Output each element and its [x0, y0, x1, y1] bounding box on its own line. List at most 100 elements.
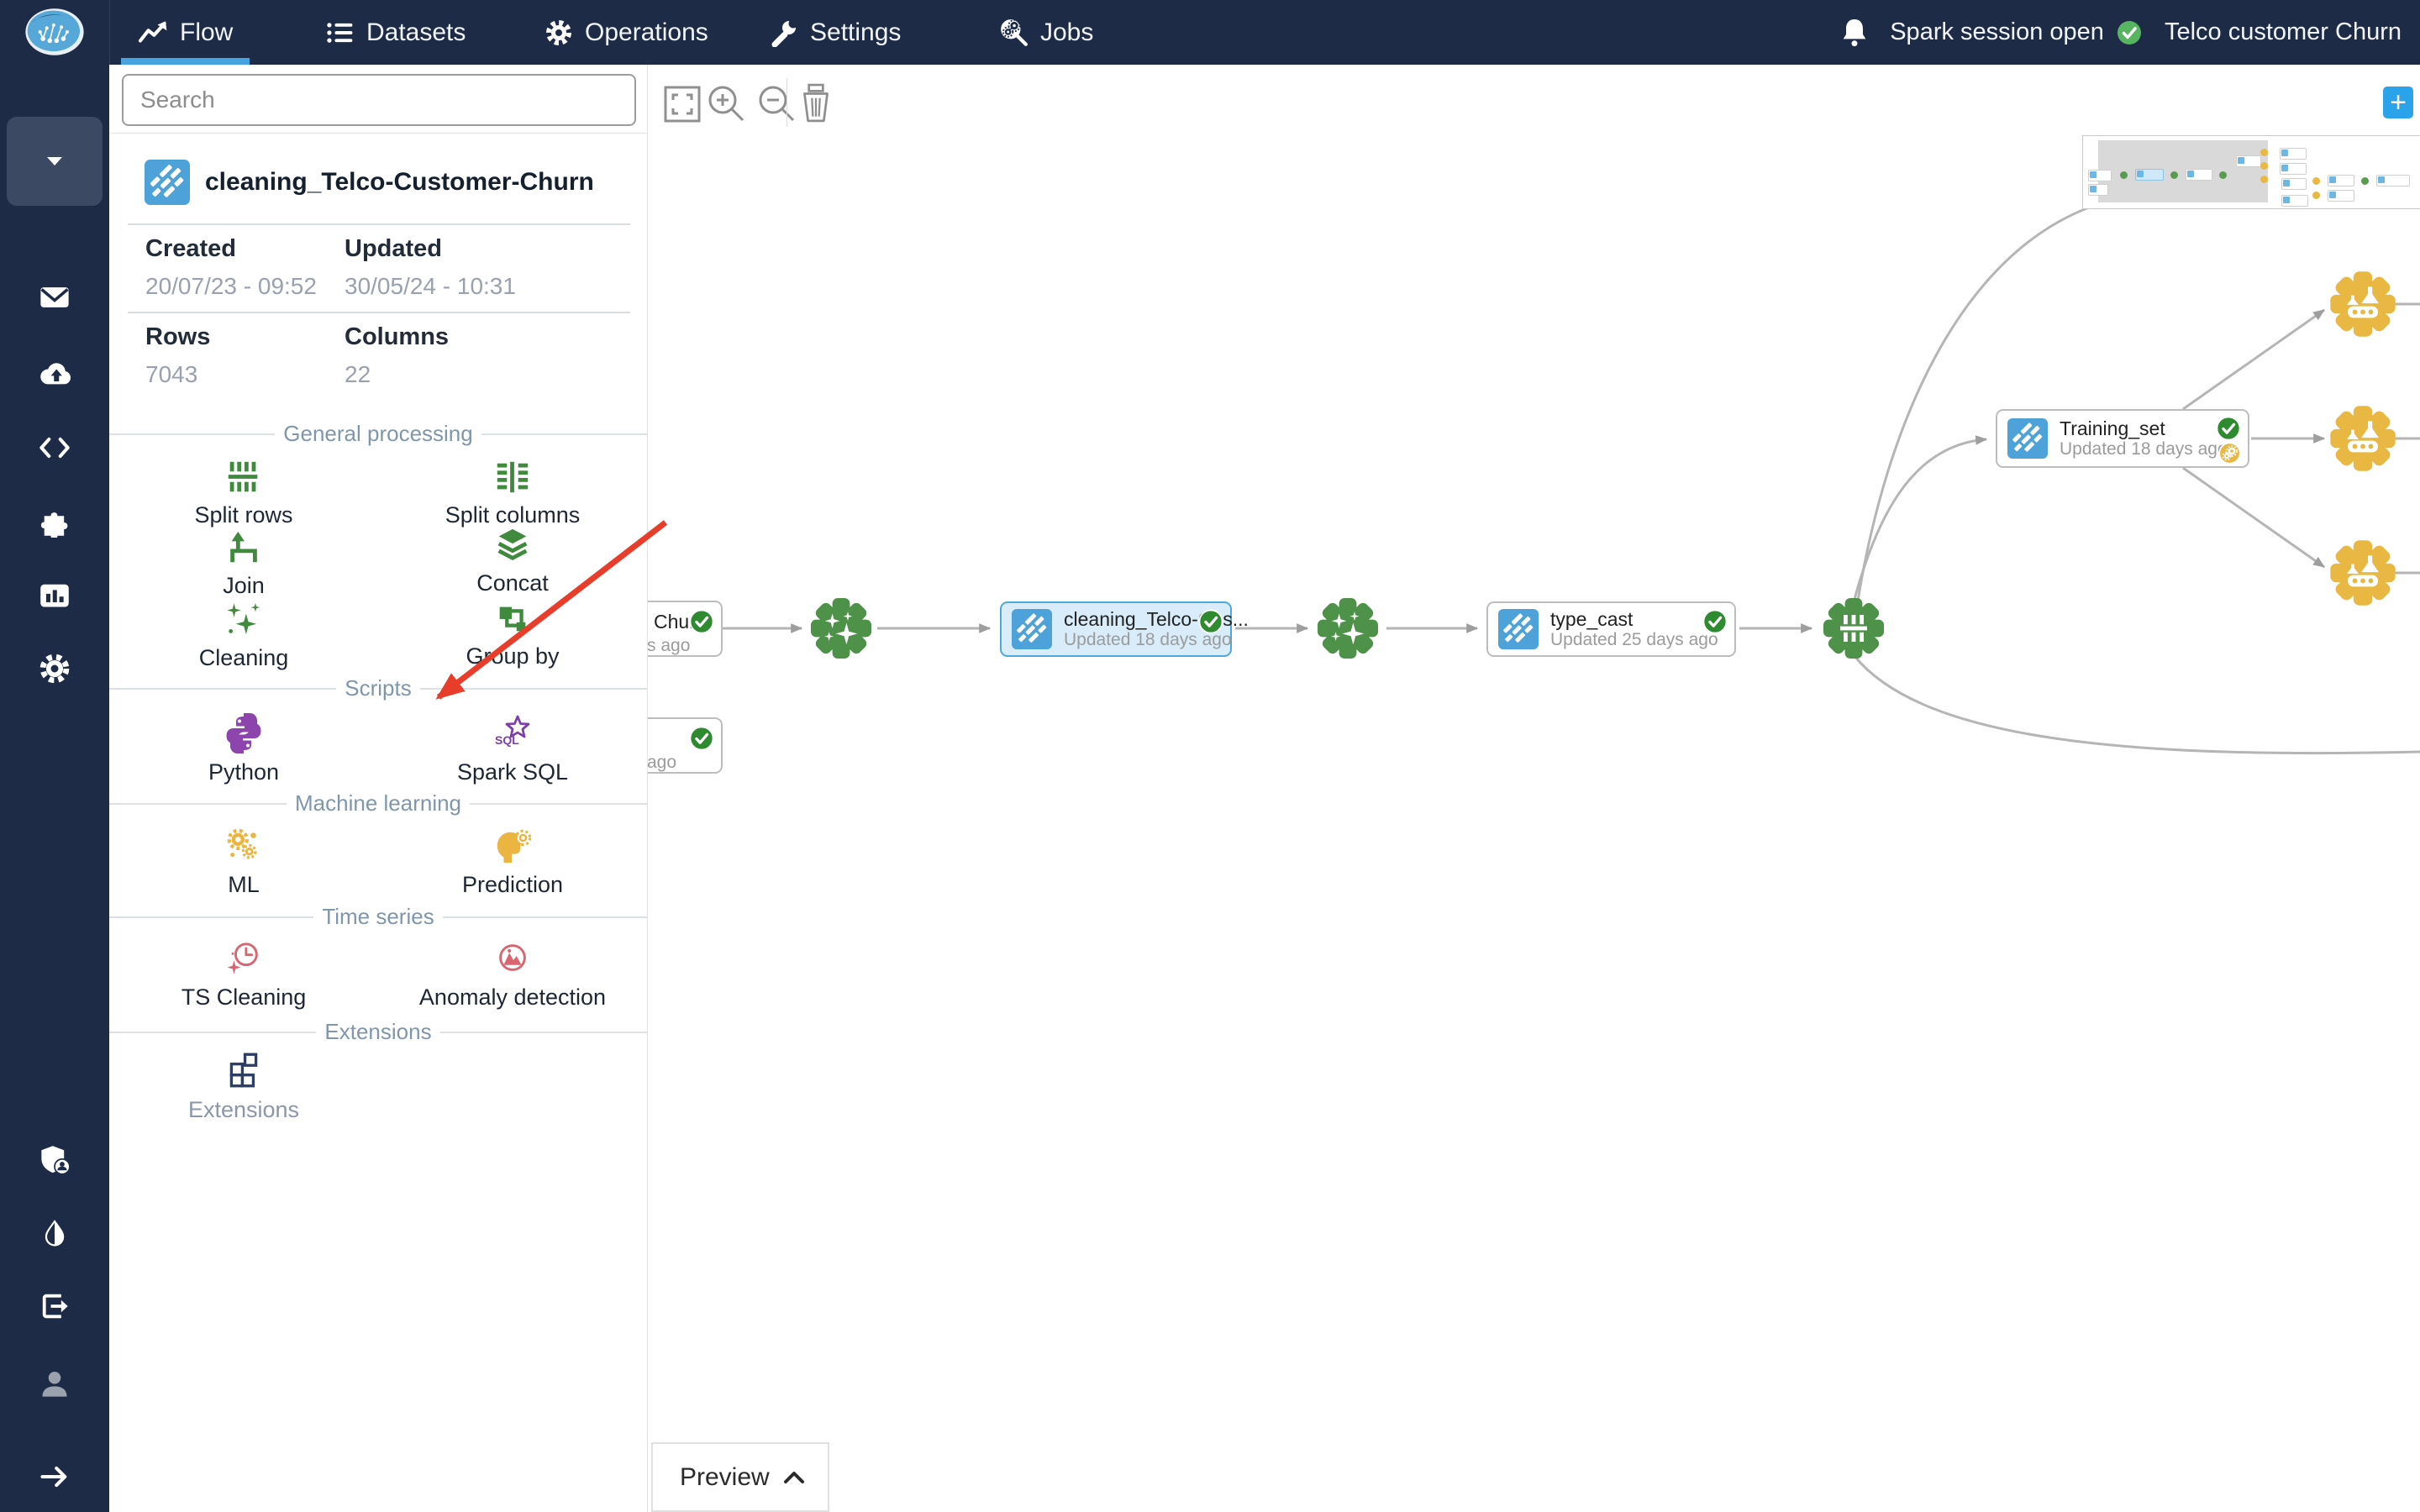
app-logo-icon[interactable]: [24, 7, 86, 57]
extensions-icon: [229, 1053, 258, 1088]
split-rows-icon: [228, 461, 258, 492]
tab-jobs[interactable]: Jobs: [998, 0, 1093, 65]
nav-right: Spark session open Telco customer Churn: [1841, 0, 2402, 65]
gear-icon[interactable]: [39, 653, 71, 685]
op-ml[interactable]: ML: [109, 827, 378, 898]
top-nav: Flow Datasets Operations Settings: [0, 0, 2420, 65]
recipe-cleaning-gear-1[interactable]: [808, 595, 875, 662]
op-concat[interactable]: Concat: [378, 526, 647, 596]
cloud-upload-icon[interactable]: [39, 357, 71, 389]
op-split-rows[interactable]: Split rows: [109, 458, 378, 528]
plugin-puzzle-icon[interactable]: [39, 506, 71, 538]
zoom-out-button[interactable]: [756, 83, 798, 125]
minimap[interactable]: [2082, 135, 2420, 209]
dataset-icon: [145, 160, 190, 205]
zoom-in-button[interactable]: [706, 83, 748, 125]
nav-separator: [109, 0, 110, 65]
flow-left-panel: cleaning_Telco-Customer-Churn Created Up…: [109, 65, 648, 1512]
preview-toggle[interactable]: Preview: [651, 1442, 829, 1512]
dataset-name: cleaning_Telco-Customer-Churn: [205, 168, 594, 196]
session-ok-icon: [2117, 20, 2141, 45]
tab-label: Operations: [585, 18, 708, 46]
check-badge: [2216, 416, 2241, 441]
divider: [128, 312, 630, 313]
jobs-icon: [1001, 18, 1028, 46]
tab-settings[interactable]: Settings: [770, 0, 901, 65]
preview-label: Preview: [680, 1462, 770, 1491]
section-scripts: Scripts: [109, 675, 647, 701]
spark-session-status[interactable]: Spark session open: [1890, 18, 2143, 46]
fit-to-screen-button[interactable]: [664, 86, 701, 123]
datasets-icon: [327, 22, 353, 43]
rows-value: 7043: [145, 361, 198, 387]
operations-icon: [546, 19, 571, 45]
minimap-recipe-dot: [2260, 162, 2268, 170]
shield-user-icon[interactable]: [39, 1144, 71, 1176]
tab-operations[interactable]: Operations: [544, 0, 708, 65]
recipe-cleaning-gear-2[interactable]: [1314, 595, 1381, 662]
op-python[interactable]: Python: [109, 713, 378, 785]
dataset-icon: [1012, 609, 1052, 649]
concat-icon: [497, 528, 528, 561]
minimap-recipe-dot: [2219, 171, 2227, 179]
bell-icon[interactable]: [1841, 18, 1868, 48]
tab-flow[interactable]: Flow: [121, 0, 250, 65]
op-split-columns[interactable]: Split columns: [378, 458, 647, 528]
delete-button[interactable]: [797, 83, 835, 123]
add-node-button[interactable]: +: [2383, 87, 2413, 118]
op-spark-sql[interactable]: SQL Spark SQL: [378, 713, 647, 785]
op-prediction[interactable]: Prediction: [378, 827, 647, 898]
op-anomaly-detection[interactable]: Anomaly detection: [378, 940, 647, 1011]
minimap-node: [2236, 155, 2261, 167]
node-type-cast[interactable]: type_cast Updated 25 days ago: [1486, 601, 1736, 657]
search-input[interactable]: [122, 74, 636, 126]
minimap-recipe-dot: [2260, 149, 2268, 156]
node-training-set[interactable]: Training_set Updated 18 days ago: [1996, 409, 2249, 468]
minimap-viewport[interactable]: [2098, 140, 2268, 202]
op-cleaning[interactable]: Cleaning: [109, 601, 378, 671]
recipe-split-gear[interactable]: [1820, 595, 1887, 662]
minimap-node: [2280, 163, 2307, 175]
rows-label: Rows: [145, 323, 211, 350]
code-icon[interactable]: [39, 432, 71, 464]
op-extensions[interactable]: Extensions: [109, 1049, 378, 1123]
recipe-ml-train-gear-3[interactable]: [2327, 537, 2399, 609]
tab-datasets[interactable]: Datasets: [326, 0, 466, 65]
op-join[interactable]: Join: [109, 528, 378, 599]
created-value: 20/07/23 - 09:52: [145, 273, 317, 299]
minimap-recipe-dot: [2260, 176, 2268, 183]
flow-canvas[interactable]: Churn s ago ago cleaning_Telco-Cus... Up…: [647, 65, 2420, 1512]
project-name[interactable]: Telco customer Churn: [2164, 18, 2402, 45]
updated-label: Updated: [345, 235, 442, 262]
section-extensions: Extensions: [109, 1019, 647, 1045]
building-gears-badge: [2218, 442, 2241, 465]
op-group-by[interactable]: Group by: [378, 599, 647, 669]
contrast-droplet-icon[interactable]: [39, 1218, 71, 1250]
node-subtitle: s ago: [647, 636, 691, 655]
sign-out-icon[interactable]: [39, 1290, 71, 1322]
node-cleaning-telco-dataset[interactable]: cleaning_Telco-Cus... Updated 18 days ag…: [1000, 601, 1249, 657]
join-icon: [230, 531, 257, 563]
sidebar-item-collapse[interactable]: [7, 117, 103, 206]
op-ts-cleaning[interactable]: TS Cleaning: [109, 940, 378, 1011]
recipe-ml-train-gear-1[interactable]: [2327, 268, 2399, 340]
check-badge: [689, 726, 714, 751]
minimap-node: [2088, 170, 2112, 181]
recipe-ml-train-gear-2[interactable]: [2327, 402, 2399, 475]
spark-sql-icon: SQL: [495, 715, 530, 747]
columns-label: Columns: [345, 323, 450, 350]
settings-icon: [771, 18, 798, 47]
user-icon[interactable]: [39, 1368, 71, 1399]
tab-label: Settings: [810, 18, 902, 46]
node-subtitle: Updated 18 days ago: [2060, 439, 2228, 459]
cleaning-icon: [227, 602, 260, 635]
anomaly-detection-icon: [499, 944, 526, 971]
node-dataset-partial-bottom[interactable]: ago: [647, 717, 723, 774]
dataset-icon: [1498, 609, 1539, 649]
node-dataset-partial-top[interactable]: Churn s ago: [647, 601, 723, 657]
chart-icon[interactable]: [39, 579, 71, 611]
node-title: type_cast: [1550, 607, 1634, 630]
flow-edges: [718, 206, 2420, 755]
arrow-right-icon[interactable]: [39, 1461, 71, 1493]
mail-icon[interactable]: [39, 281, 71, 313]
